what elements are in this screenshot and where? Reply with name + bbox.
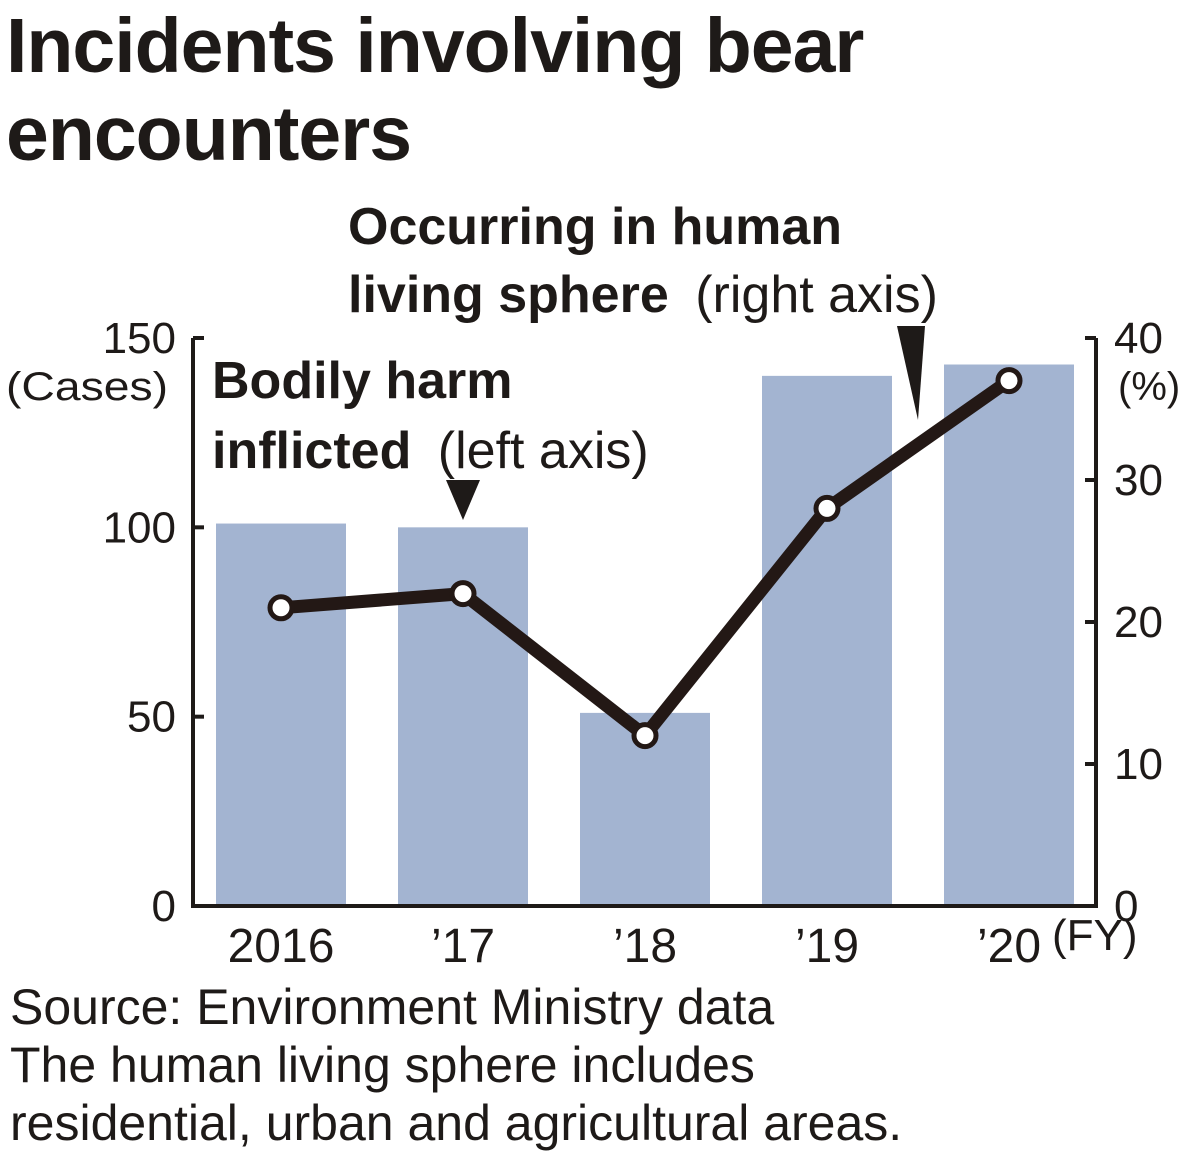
line-layer	[267, 367, 1023, 750]
bar-3	[762, 375, 892, 906]
definition-note-line-2: residential, urban and agricultural area…	[10, 1095, 903, 1151]
right-axis-unit: (%)	[1118, 365, 1180, 409]
line-series-label-bold: living sphere	[348, 266, 669, 324]
bar-series-label: Bodily harm inflicted (left axis)	[212, 352, 649, 520]
right-ticks-layer: 0 10 20 30 40	[1085, 314, 1163, 931]
left-tick-label-3: 150	[103, 314, 176, 363]
right-tick-label-3: 30	[1114, 456, 1163, 505]
line-point-0	[267, 594, 295, 622]
chart-notes: Source: Environment Ministry data The hu…	[10, 978, 1190, 1152]
x-label-4: ’20	[977, 920, 1041, 973]
bar-series-axis-note: (left axis)	[438, 422, 649, 480]
bar-series-label-bold: inflicted	[212, 422, 411, 480]
line-series-label: Occurring in human living sphere (right …	[348, 198, 938, 420]
left-axis-unit: (Cases)	[6, 365, 168, 409]
line-series-axis-note: (right axis)	[695, 266, 938, 324]
left-tick-label-2: 100	[103, 503, 176, 552]
chart-title: Incidents involving bear encounters	[6, 2, 1186, 178]
x-label-3: ’19	[795, 920, 859, 973]
line-point-2	[631, 722, 659, 750]
left-tick-label-1: 50	[127, 693, 176, 742]
bar-series-label-line-1: Bodily harm	[212, 352, 513, 410]
right-tick-label-4: 40	[1114, 314, 1163, 363]
right-tick-label-1: 10	[1114, 740, 1163, 789]
x-label-1: ’17	[431, 920, 495, 973]
x-labels-layer: 2016 ’17 ’18 ’19 ’20	[228, 920, 1041, 973]
left-tick-label-0: 0	[152, 882, 176, 931]
line-point-1	[449, 580, 477, 608]
bar-label-pointer	[446, 480, 480, 520]
source-note: Source: Environment Ministry data	[10, 979, 775, 1035]
line-series-label-line-1: Occurring in human	[348, 198, 842, 256]
bar-series-label-line-2: inflicted (left axis)	[212, 422, 649, 480]
bar-0	[216, 523, 346, 906]
line-series-label-line-2: living sphere (right axis)	[348, 266, 938, 324]
bar-4	[944, 364, 1074, 906]
x-axis-unit: (FY)	[1052, 911, 1138, 960]
right-tick-label-2: 20	[1114, 598, 1163, 647]
chart-title-line-1: Incidents involving bear	[6, 3, 864, 89]
right-tick-label-0: 0	[1114, 882, 1138, 931]
chart-title-line-2: encounters	[6, 91, 412, 177]
line-point-4	[995, 367, 1023, 395]
left-ticks-layer: 0 50 100 150	[103, 314, 204, 931]
definition-note-line-1: The human living sphere includes	[10, 1037, 755, 1093]
line-label-pointer	[897, 326, 925, 420]
line-point-3	[813, 494, 841, 522]
x-label-2: ’18	[613, 920, 677, 973]
x-label-0: 2016	[228, 920, 335, 973]
